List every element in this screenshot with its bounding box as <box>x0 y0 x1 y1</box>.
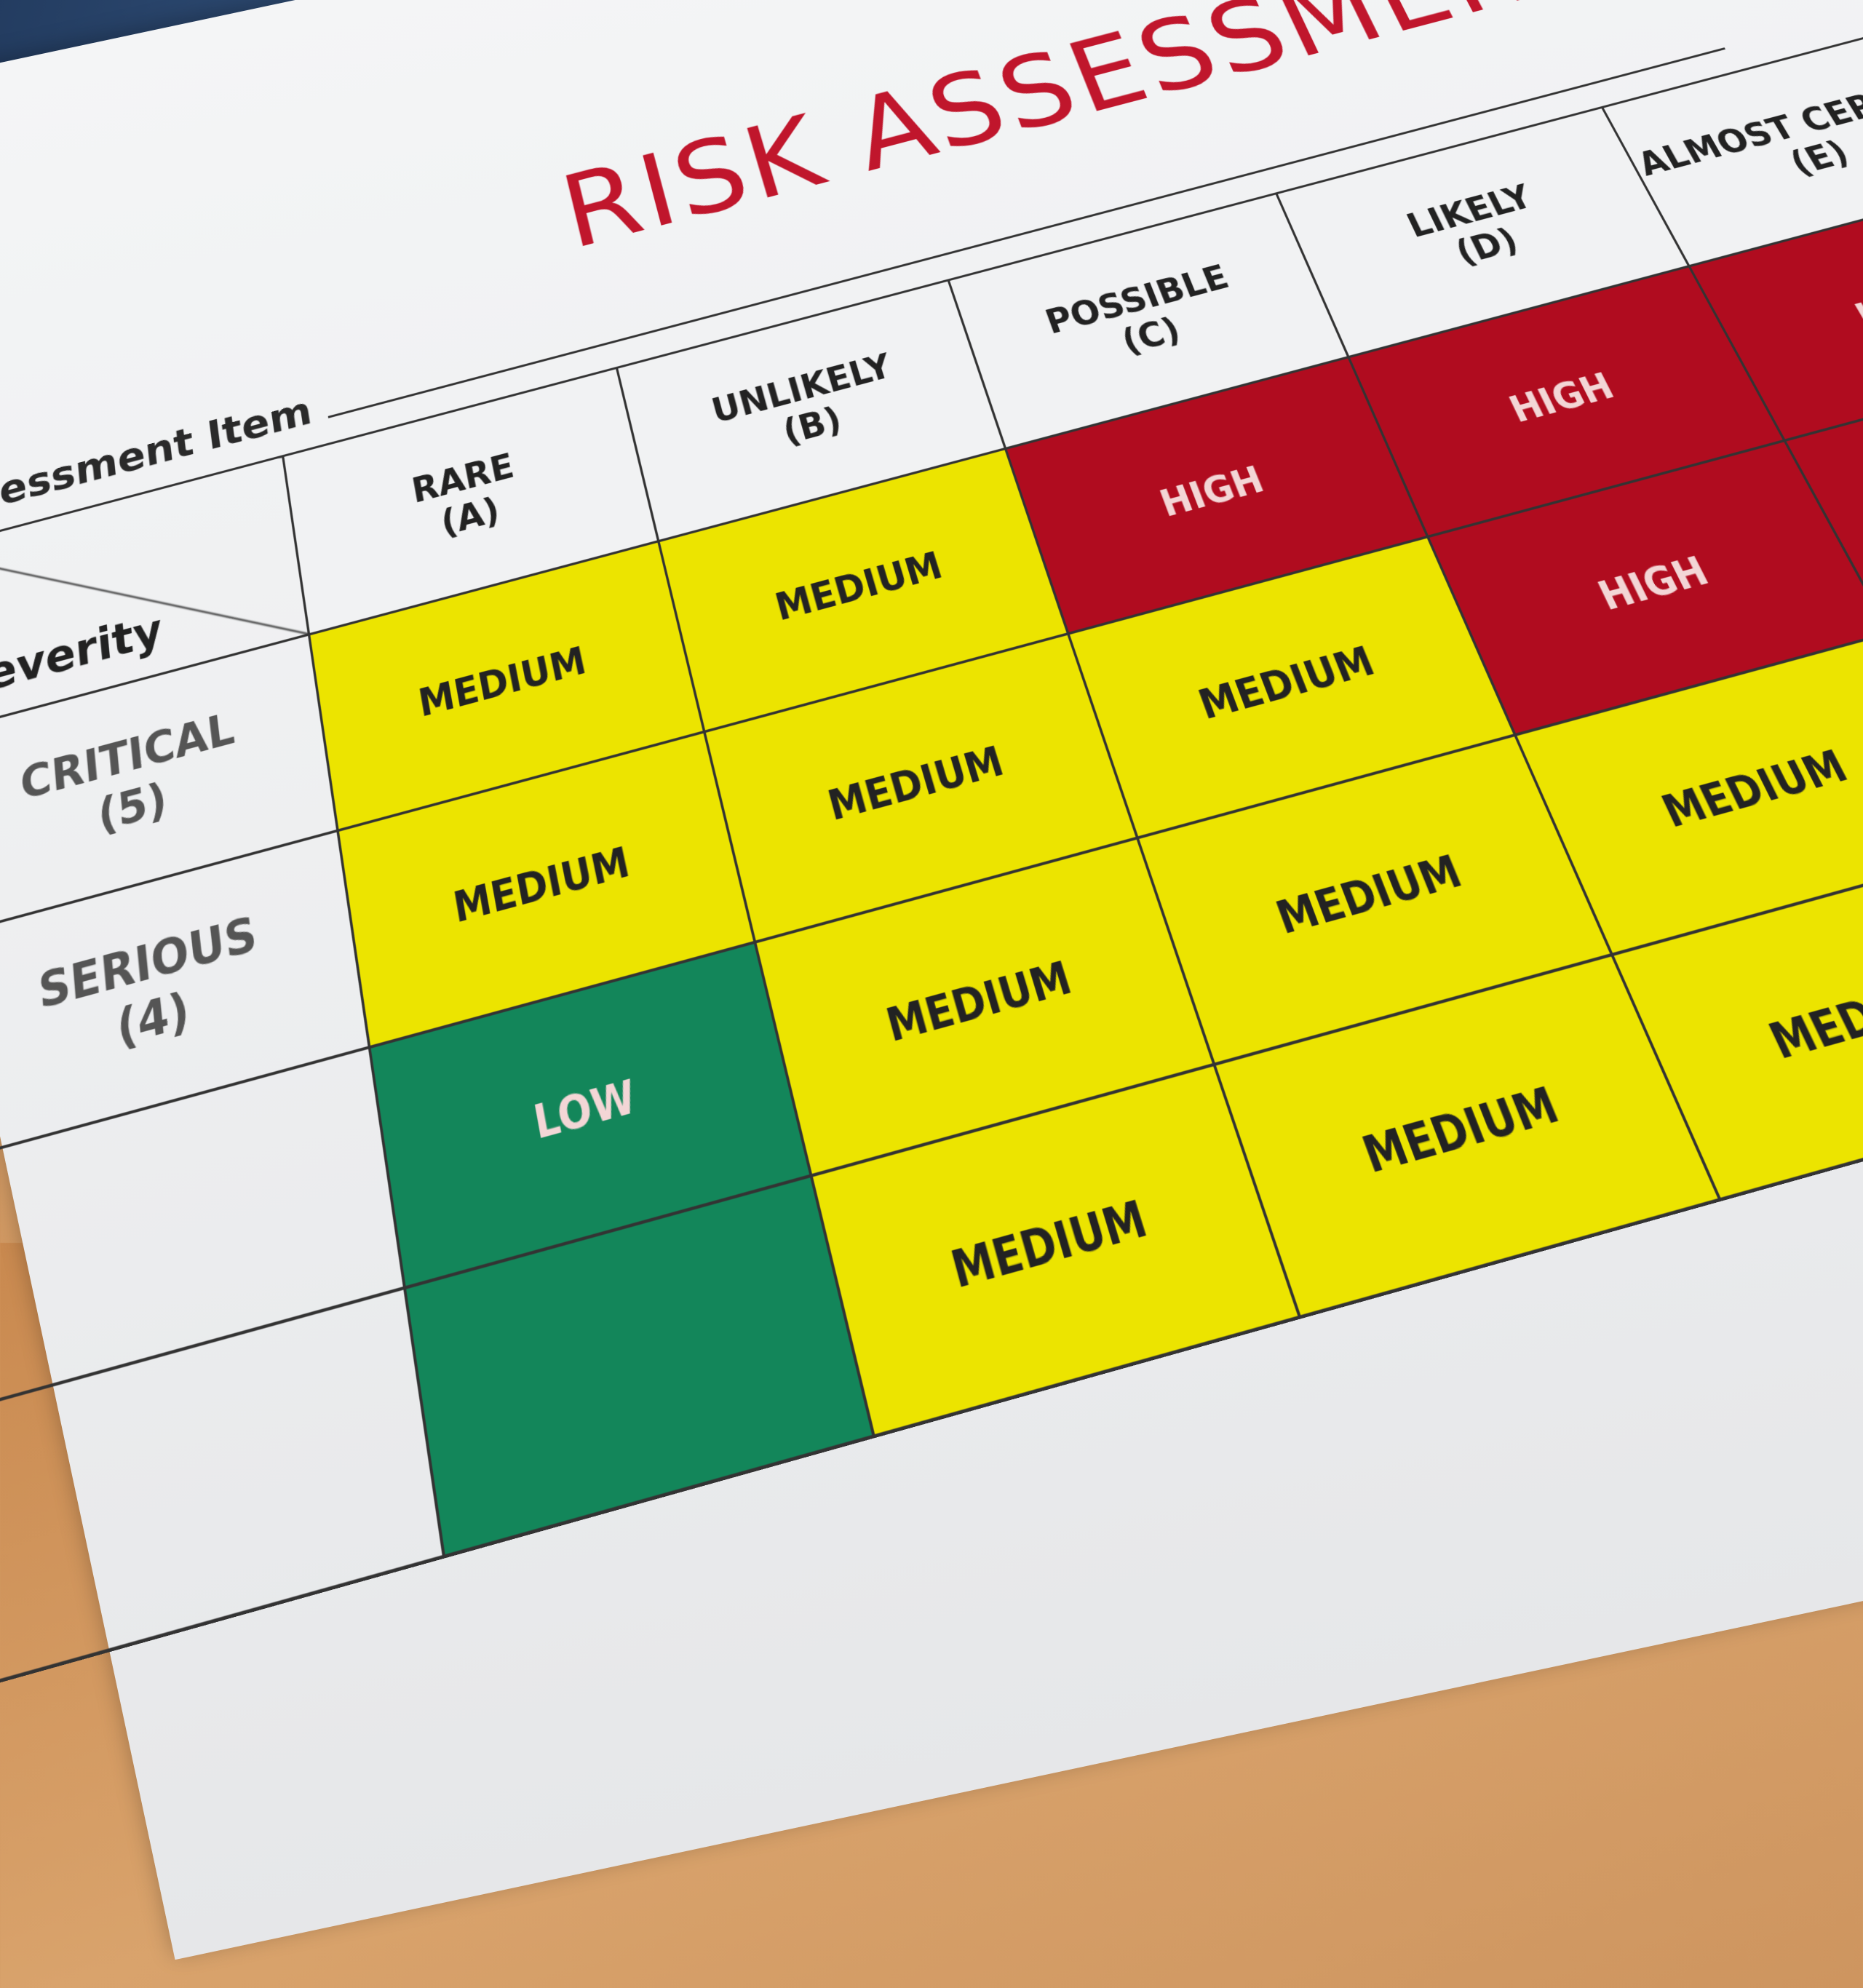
risk-label: MEDIUM <box>771 544 948 629</box>
risk-label: MEDIUM <box>1192 638 1381 729</box>
risk-label: MEDIUM <box>1269 846 1469 945</box>
risk-label: MEDIUM <box>1760 965 1863 1070</box>
risk-label: MEDIUM <box>450 838 634 933</box>
risk-label: LOW <box>530 1070 640 1150</box>
risk-label: MEDIUM <box>1654 741 1856 838</box>
risk-label: MEDIUM <box>1355 1077 1567 1185</box>
risk-label: HIGH <box>1154 458 1270 525</box>
sheet: RISK ASSESSMENT Assessment Item Severity… <box>0 0 1863 1690</box>
risk-label: MEDIUM <box>881 952 1078 1052</box>
risk-matrix: Severity RARE (A) UNLIKELY (B) POSSIBLE (C) LIK… <box>0 21 1863 1690</box>
risk-label: MEDIUM <box>415 639 590 726</box>
risk-label: HIGH <box>1591 549 1716 619</box>
risk-label: HIGH <box>1848 273 1863 338</box>
risk-label: MEDIUM <box>945 1190 1154 1300</box>
risk-label: HIGH <box>1503 365 1621 431</box>
risk-label: MEDIUM <box>823 738 1009 830</box>
